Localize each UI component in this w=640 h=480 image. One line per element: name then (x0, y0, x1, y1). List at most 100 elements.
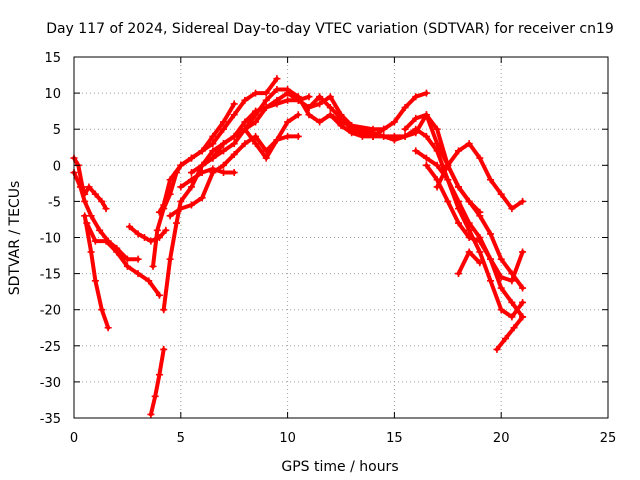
data-point (476, 154, 484, 162)
data-point (173, 219, 181, 227)
data-point (401, 125, 409, 133)
data-point (316, 93, 324, 101)
data-point (326, 111, 334, 119)
data-point (209, 154, 217, 162)
data-point (262, 96, 270, 104)
data-point (81, 197, 89, 205)
data-point (187, 183, 195, 191)
data-point (433, 140, 441, 148)
data-point (519, 248, 527, 256)
data-point (230, 132, 238, 140)
data-point (508, 277, 516, 285)
data-point (380, 132, 388, 140)
data-point (134, 255, 142, 263)
data-point (160, 306, 168, 314)
data-point (81, 212, 89, 220)
data-point (149, 262, 157, 270)
data-point (444, 161, 452, 169)
series-line (72, 156, 108, 211)
series-track-08 (155, 100, 238, 216)
data-point (273, 75, 281, 83)
data-point (454, 183, 462, 191)
data-point (487, 176, 495, 184)
data-point (493, 345, 501, 353)
data-point (187, 169, 195, 177)
data-point (294, 132, 302, 140)
data-point (230, 169, 238, 177)
data-point (519, 313, 527, 321)
data-point (454, 219, 462, 227)
series-track-20 (422, 161, 527, 321)
data-point (85, 183, 93, 191)
data-point (273, 136, 281, 144)
data-point (153, 226, 161, 234)
y-tick-label: -35 (40, 412, 61, 427)
data-point (412, 125, 420, 133)
data-point (198, 169, 206, 177)
data-point (497, 190, 505, 198)
data-point (155, 208, 163, 216)
data-point (476, 259, 484, 267)
data-point (433, 125, 441, 133)
data-point (262, 154, 270, 162)
data-point (326, 93, 334, 101)
series-line (424, 163, 525, 319)
data-point (510, 324, 518, 332)
data-point (96, 226, 104, 234)
data-point (230, 111, 238, 119)
data-point (123, 255, 131, 263)
series-track-11 (177, 165, 238, 191)
data-series (70, 75, 527, 418)
data-point (177, 205, 185, 213)
y-tick-label: -10 (40, 232, 61, 247)
data-point (230, 100, 238, 108)
data-point (126, 223, 134, 231)
data-point (230, 150, 238, 158)
data-point (508, 313, 516, 321)
data-point (519, 298, 527, 306)
data-point (433, 183, 441, 191)
data-point (209, 140, 217, 148)
data-point (422, 161, 430, 169)
data-point (454, 205, 462, 213)
data-point (422, 154, 430, 162)
data-point (241, 140, 249, 148)
data-point (412, 147, 420, 155)
y-tick-label: 15 (44, 51, 61, 66)
y-tick-label: 5 (53, 123, 61, 138)
data-point (166, 255, 174, 263)
series-track-03 (81, 212, 112, 332)
y-tick-label: -20 (40, 304, 61, 319)
x-tick-label: 20 (493, 431, 510, 446)
data-point (91, 237, 99, 245)
data-point (166, 212, 174, 220)
y-tick-label: 10 (44, 87, 61, 102)
y-tick-label: 0 (53, 159, 61, 174)
data-point (177, 197, 185, 205)
data-point (209, 132, 217, 140)
data-point (160, 345, 168, 353)
data-point (198, 147, 206, 155)
data-point (358, 125, 366, 133)
data-point (497, 255, 505, 263)
series-track-22 (454, 248, 484, 278)
data-point (220, 118, 228, 126)
data-point (87, 212, 95, 220)
data-point (87, 248, 95, 256)
data-point (104, 324, 112, 332)
data-point (177, 161, 185, 169)
data-point (134, 270, 142, 278)
data-point (390, 118, 398, 126)
data-point (140, 234, 148, 241)
data-point (326, 104, 334, 112)
data-point (412, 114, 420, 122)
data-point (508, 205, 516, 213)
data-point (401, 104, 409, 112)
data-point (98, 306, 106, 314)
data-point (497, 306, 505, 314)
data-point (220, 161, 228, 169)
data-point (348, 122, 356, 130)
data-point (380, 125, 388, 133)
data-point (519, 284, 527, 292)
